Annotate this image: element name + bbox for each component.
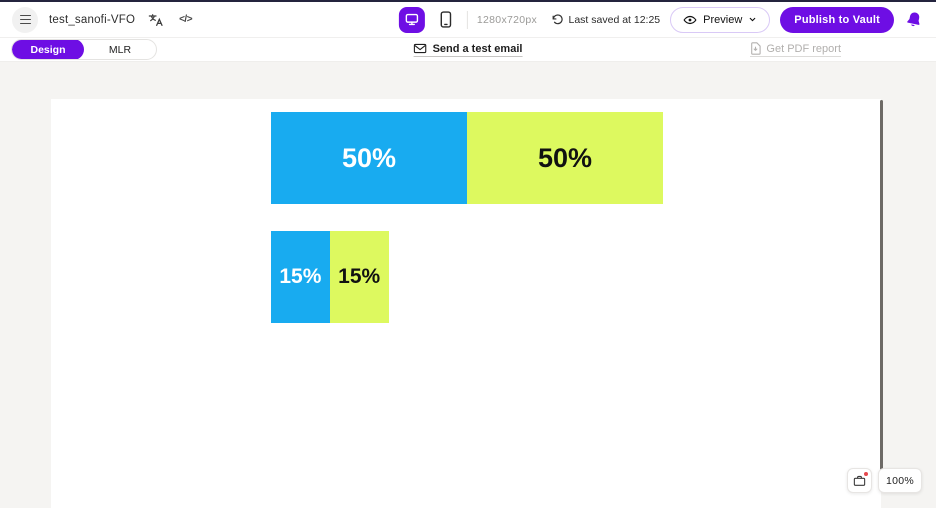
toolbar-right-group: Last saved at 12:25 Preview Publish to V… [551,6,925,33]
translate-icon[interactable] [146,11,166,29]
get-pdf-report-label: Get PDF report [766,42,841,55]
publish-to-vault-button[interactable]: Publish to Vault [780,6,894,33]
send-test-email-button[interactable]: Send a test email [413,42,523,57]
notification-dot [863,472,868,476]
email-canvas[interactable]: 50% 50% 15% 15% [51,99,881,508]
clipboard-icon [853,475,866,487]
last-saved-status: Last saved at 12:25 [551,13,661,26]
vertical-scrollbar[interactable] [880,100,883,470]
zoom-level-button[interactable]: 100% [877,468,922,493]
window-top-edge [0,0,936,2]
workspace: 50% 50% 15% 15% 100% [0,62,936,508]
divider [466,10,468,29]
chevron-down-icon [748,15,757,24]
toolbar-left-group: test_sanofi-VFO </> [12,6,194,33]
code-icon[interactable]: </> [179,14,193,25]
canvas-float-controls: 100% [846,468,922,493]
last-saved-label: Last saved at 12:25 [568,13,661,26]
sub-toolbar: Design MLR Send a test email Get PDF rep… [0,38,936,62]
mobile-icon[interactable] [434,7,458,33]
preview-button[interactable]: Preview [670,6,771,33]
send-test-email-label: Send a test email [432,42,523,55]
menu-icon[interactable] [12,6,38,33]
chart-bar-segment[interactable]: 50% [467,112,663,204]
document-title: test_sanofi-VFO [49,13,136,26]
tab-design[interactable]: Design [12,40,84,59]
chart-bar-segment[interactable]: 50% [271,112,467,204]
device-switcher: 1280x720px [398,6,538,33]
bell-icon[interactable] [904,10,924,30]
chart-bar[interactable]: 15% 15% [271,231,389,323]
tab-mlr[interactable]: MLR [84,40,156,59]
get-pdf-report-button[interactable]: Get PDF report [750,42,841,57]
top-toolbar: test_sanofi-VFO </> [0,2,936,38]
envelope-icon [413,43,427,54]
viewport-size-label: 1280x720px [476,13,538,26]
mode-tab-group: Design MLR [11,39,157,60]
eye-icon [683,14,697,26]
desktop-icon[interactable] [398,6,425,33]
chart-bar-segment[interactable]: 15% [329,231,389,323]
preview-label: Preview [703,13,743,26]
clipboard-button[interactable] [846,468,872,493]
pdf-icon [750,42,762,55]
history-icon [551,13,564,26]
chart-bar[interactable]: 50% 50% [271,112,663,204]
chart-bar-segment[interactable]: 15% [271,231,330,323]
